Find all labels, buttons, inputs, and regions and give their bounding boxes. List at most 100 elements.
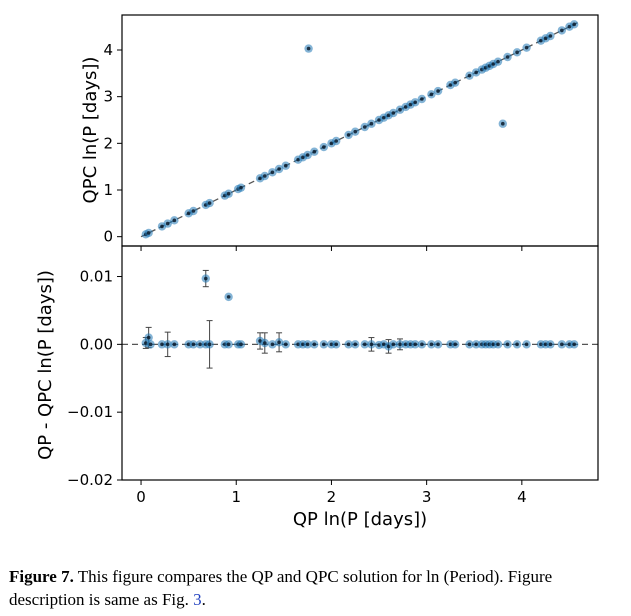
top-y-axis-label: QPC ln(P [days])	[80, 57, 101, 204]
data-point-core	[429, 342, 434, 347]
top-y-tick-label: 2	[103, 134, 113, 152]
data-point-core	[239, 342, 243, 347]
data-point-core	[474, 342, 478, 347]
data-point-core	[312, 149, 317, 154]
data-point-core	[436, 342, 440, 347]
x-axis-label: QP ln(P [days])	[293, 509, 427, 530]
data-point-core	[429, 92, 434, 97]
data-point-core	[160, 224, 164, 229]
data-point-core	[160, 342, 164, 347]
data-point-core	[369, 342, 374, 347]
data-point-core	[226, 342, 231, 347]
data-point-core	[548, 34, 553, 38]
top-panel: 0 1 2 3 4	[103, 14, 599, 251]
top-y-tick-label: 0	[103, 228, 113, 246]
data-point-core	[572, 342, 576, 347]
bottom-panel: −0.02 −0.01 0.00 0.01 0 1 2 3 4	[67, 245, 599, 506]
data-point-core	[362, 125, 367, 129]
data-point-core	[453, 80, 458, 85]
data-point-core	[263, 341, 267, 345]
data-point-core	[453, 342, 458, 347]
data-point-core	[277, 167, 281, 171]
data-point-core	[207, 201, 212, 205]
data-point-core	[146, 231, 151, 235]
data-point-core	[283, 342, 288, 347]
data-point-core	[270, 342, 275, 347]
data-point-core	[322, 145, 326, 149]
top-y-tick-label: 3	[103, 88, 113, 106]
data-point-core	[362, 342, 367, 347]
caption-end: .	[201, 590, 206, 609]
data-point-core	[172, 342, 177, 347]
data-point-core	[165, 342, 170, 347]
data-point-core	[306, 46, 311, 51]
data-point-core	[322, 342, 326, 347]
data-point-core	[467, 73, 472, 78]
data-point-core	[560, 342, 564, 347]
x-tick-label: 3	[422, 488, 432, 506]
data-point-core	[148, 342, 153, 347]
top-y-tick-label: 1	[103, 181, 113, 199]
figure-caption: Figure 7. This figure compares the QP an…	[9, 565, 629, 611]
x-tick-label: 4	[517, 488, 527, 506]
data-point-core	[413, 100, 418, 105]
data-point-core	[226, 295, 231, 299]
data-point-core	[420, 97, 424, 101]
data-point-core	[496, 59, 500, 64]
data-point-core	[334, 139, 339, 143]
data-point-core	[369, 121, 374, 126]
data-point-core	[496, 342, 500, 347]
data-point-core	[436, 89, 440, 93]
bottom-axes-frame	[121, 245, 599, 481]
caption-figure-label: Figure 7.	[9, 567, 74, 586]
data-point-core	[467, 342, 472, 347]
data-point-core	[398, 107, 402, 112]
data-point-core	[560, 28, 564, 33]
data-point-core	[270, 170, 275, 175]
data-point-core	[172, 218, 177, 223]
bottom-y-axis-label: QP - QPC ln(P [days])	[35, 270, 56, 460]
bottom-y-tick-label: 0.00	[80, 335, 113, 353]
data-point-core	[207, 342, 212, 347]
data-point-core	[191, 209, 196, 213]
top-identity-line	[140, 21, 580, 238]
bottom-y-tick-label: 0.01	[80, 268, 113, 286]
data-point-core	[353, 129, 358, 134]
data-point-core	[277, 340, 281, 345]
data-point-core	[353, 342, 358, 347]
data-point-core	[524, 45, 529, 50]
data-point-core	[305, 153, 310, 157]
data-point-core	[501, 121, 505, 126]
caption-text: This figure compares the QP and QPC solu…	[9, 567, 553, 609]
data-point-core	[391, 111, 396, 115]
data-point-core	[334, 342, 339, 347]
data-point-core	[283, 163, 288, 168]
data-point-core	[474, 70, 478, 75]
data-point-core	[572, 22, 576, 27]
data-point-core	[413, 342, 418, 347]
bottom-y-tick-label: −0.01	[67, 403, 113, 421]
data-point-core	[505, 342, 510, 347]
x-tick-label: 2	[327, 488, 337, 506]
data-point-core	[515, 50, 519, 55]
data-point-core	[263, 174, 267, 178]
data-point-core	[346, 133, 351, 137]
data-point-core	[305, 342, 310, 347]
data-point-core	[239, 185, 243, 190]
data-point-core	[191, 342, 196, 347]
caption-figure-ref-link[interactable]: 3	[193, 590, 202, 609]
data-point-core	[198, 342, 202, 347]
bottom-y-tick-label: −0.02	[67, 471, 113, 489]
x-tick-label: 1	[231, 488, 241, 506]
data-point-core	[203, 276, 208, 281]
data-point-core	[165, 221, 170, 226]
top-y-tick-label: 4	[103, 41, 113, 59]
data-point-core	[312, 342, 317, 347]
data-point-core	[226, 191, 231, 196]
data-point-core	[505, 55, 510, 59]
data-point-core	[398, 342, 402, 347]
x-tick-label: 0	[136, 488, 146, 506]
data-point-core	[391, 342, 396, 347]
figure: 0 1 2 3 4 −0.02 −0.01 0.00 0.01 0 1 2 3 4 QPC ln(P […	[35, 14, 599, 530]
data-point-core	[146, 335, 151, 340]
